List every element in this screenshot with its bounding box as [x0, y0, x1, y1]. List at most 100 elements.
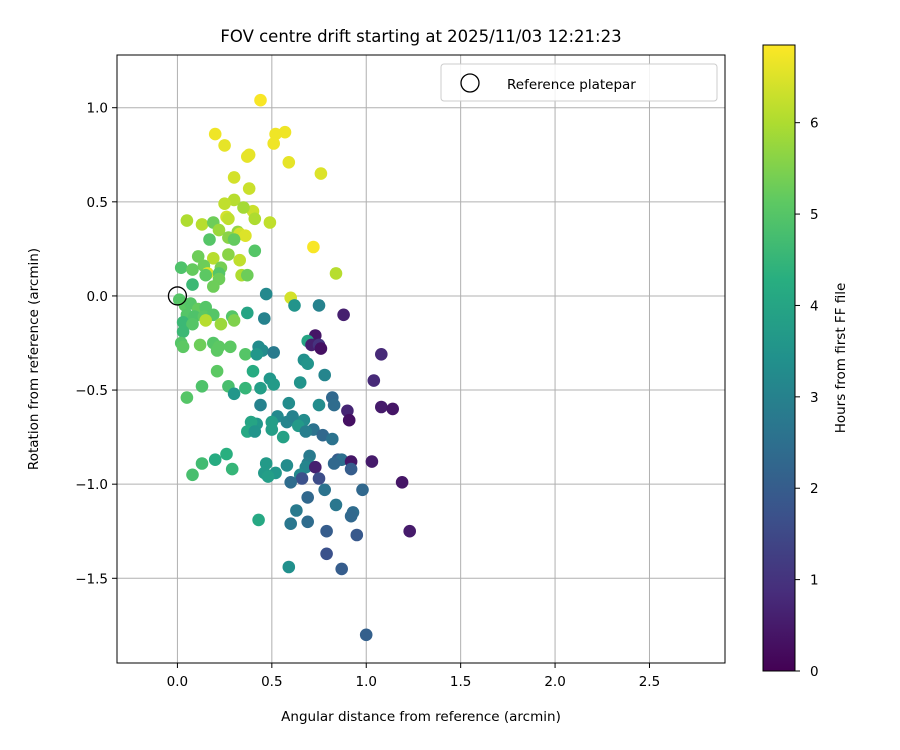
data-point	[359, 628, 373, 642]
data-point	[307, 240, 320, 254]
data-point	[267, 378, 281, 391]
data-point	[375, 400, 388, 414]
data-point	[199, 314, 212, 327]
x-tick-label: 1.5	[450, 674, 471, 690]
data-point	[222, 248, 235, 261]
x-tick-label: 0.0	[167, 674, 188, 690]
data-point	[282, 396, 296, 410]
data-point	[284, 476, 298, 489]
data-point	[312, 472, 326, 485]
data-point	[239, 348, 252, 361]
data-point	[344, 509, 358, 523]
data-point	[282, 156, 296, 169]
colorbar: 0 1 2 3 4 5 6 Hours from first FF file	[762, 44, 849, 680]
data-point	[375, 348, 388, 361]
x-axis-label: Angular distance from reference (arcmin)	[281, 709, 561, 725]
y-tick-label: −1.5	[75, 571, 108, 587]
data-point	[342, 413, 356, 427]
colorbar-label: Hours from first FF file	[833, 283, 849, 434]
reference-point	[167, 286, 188, 306]
reference-marker	[167, 286, 188, 306]
data-point	[186, 278, 199, 291]
data-point	[195, 218, 209, 231]
data-point	[222, 212, 235, 226]
data-point	[246, 364, 260, 378]
colorbar-ticks: 0 1 2 3 4 5 6	[795, 116, 819, 680]
data-point	[301, 515, 315, 529]
data-point	[227, 171, 241, 184]
y-tick-label: −0.5	[75, 383, 108, 399]
data-point	[280, 459, 294, 472]
data-point	[207, 251, 220, 265]
data-point	[180, 391, 194, 404]
data-point	[224, 340, 237, 354]
y-tick-label: 1.0	[87, 101, 108, 117]
data-point	[248, 425, 262, 438]
data-point	[320, 547, 333, 561]
data-point	[254, 93, 267, 107]
colorbar-tick-label: 5	[810, 207, 819, 223]
scatter-points	[173, 93, 417, 642]
data-point	[248, 212, 262, 226]
data-point	[186, 263, 199, 276]
data-point	[261, 470, 275, 483]
x-tick-label: 2.5	[639, 674, 660, 690]
data-point	[350, 528, 364, 542]
data-point	[367, 374, 381, 387]
data-point	[176, 325, 190, 339]
data-point	[265, 423, 279, 436]
data-point	[254, 398, 267, 412]
data-point	[218, 139, 231, 152]
y-axis-ticks: 1.0 0.5 0.0 −0.5 −1.0 −1.5	[75, 101, 117, 587]
data-point	[237, 201, 250, 214]
data-point	[356, 483, 369, 497]
data-point	[233, 253, 246, 267]
data-point	[299, 425, 313, 438]
data-point	[269, 127, 282, 141]
legend-box	[440, 63, 718, 102]
x-tick-label: 2.0	[544, 674, 565, 690]
data-point	[210, 364, 224, 378]
data-point	[186, 468, 199, 482]
x-axis-ticks: 0.0 0.5 1.0 1.5 2.0 2.5	[167, 663, 660, 690]
data-point	[225, 462, 239, 476]
data-point	[208, 127, 222, 141]
data-point	[195, 380, 209, 393]
data-point	[241, 268, 254, 282]
data-point	[326, 432, 339, 446]
data-point	[337, 308, 350, 322]
data-point	[312, 398, 326, 412]
data-point	[242, 182, 256, 195]
data-point	[276, 430, 290, 444]
data-point	[248, 244, 262, 258]
data-point	[290, 504, 303, 517]
colorbar-tick-label: 6	[810, 116, 819, 132]
data-point	[295, 472, 309, 485]
data-point	[286, 410, 299, 423]
data-point	[341, 404, 354, 418]
data-point	[252, 513, 265, 527]
data-point	[365, 455, 379, 468]
data-point	[259, 457, 273, 470]
data-point	[327, 398, 341, 412]
data-point	[259, 287, 273, 301]
plot-area-frame	[116, 54, 726, 664]
data-point	[301, 357, 315, 371]
colorbar-tick-label: 0	[810, 664, 819, 680]
data-point	[403, 524, 417, 538]
data-point	[263, 216, 277, 229]
data-point	[316, 428, 330, 442]
data-point	[208, 453, 222, 467]
data-point	[239, 381, 252, 395]
data-point	[318, 483, 332, 497]
y-tick-label: −1.0	[75, 477, 108, 493]
data-point	[227, 387, 241, 401]
data-point	[288, 299, 301, 312]
x-tick-label: 1.0	[356, 674, 377, 690]
data-point	[176, 340, 190, 354]
data-point	[191, 250, 205, 263]
data-point	[395, 476, 409, 489]
data-point	[239, 229, 252, 242]
data-point	[267, 346, 281, 359]
